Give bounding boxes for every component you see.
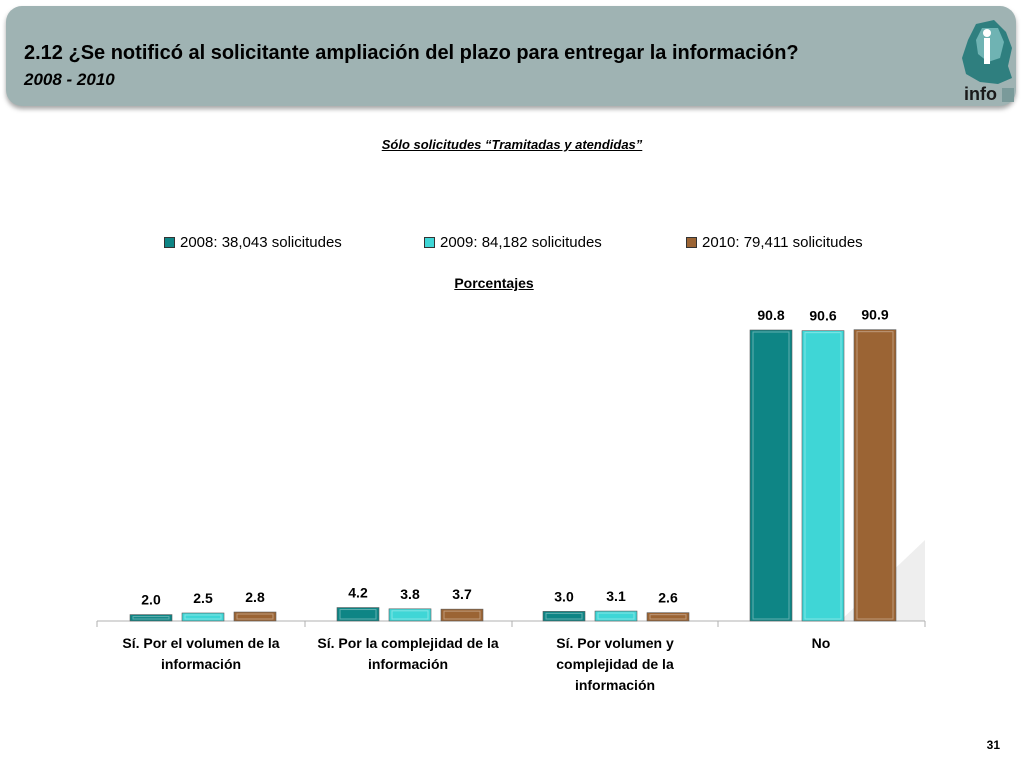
bar-bevel-s2-c0 — [236, 613, 274, 620]
bar-bevel-s0-c0 — [132, 616, 170, 620]
data-label-s2-c2: 2.6 — [658, 590, 678, 606]
data-label-s1-c3: 90.6 — [809, 308, 836, 324]
data-label-s2-c0: 2.8 — [245, 589, 265, 605]
bar-s2-c0 — [233, 611, 277, 622]
legend-label-2009: 2009: 84,182 solicitudes — [440, 234, 602, 251]
bar-s0-c1 — [336, 607, 380, 622]
logo-text: info — [964, 84, 997, 104]
bar-bevel-s0-c3 — [752, 331, 790, 620]
bar-s1-c2 — [594, 610, 638, 622]
bar-s0-c2 — [542, 611, 586, 622]
category-label-1-line-0: Sí. Por la complejidad de la — [317, 635, 498, 651]
data-label-s1-c1: 3.8 — [400, 586, 420, 602]
legend-swatch-2010 — [686, 237, 697, 248]
page-number: 31 — [986, 738, 1000, 752]
bar-s1-c3 — [801, 330, 845, 622]
data-label-s1-c0: 2.5 — [193, 590, 213, 606]
units-label: Porcentajes — [454, 275, 534, 291]
bar-bevel-s2-c3 — [856, 331, 894, 620]
data-label-s0-c1: 4.2 — [348, 585, 368, 601]
infodf-logo: info — [962, 20, 1014, 104]
category-label-2-line-0: Sí. Por volumen y — [556, 635, 674, 651]
data-label-s1-c2: 3.1 — [606, 588, 626, 604]
category-label-0-line-1: información — [161, 656, 241, 672]
category-label-1-line-1: información — [368, 656, 448, 672]
data-label-s0-c3: 90.8 — [757, 307, 784, 323]
bar-s0-c3 — [749, 329, 793, 622]
bar-bevel-s1-c0 — [184, 614, 222, 620]
data-label-s2-c3: 90.9 — [861, 307, 888, 323]
legend-item-2008: 2008: 38,043 solicitudes — [164, 234, 342, 251]
legend-label-2008: 2008: 38,043 solicitudes — [180, 234, 342, 251]
bar-bevel-s2-c2 — [649, 614, 687, 620]
legend-swatch-2008 — [164, 237, 175, 248]
legend-item-2010: 2010: 79,411 solicitudes — [686, 234, 863, 251]
bar-s2-c3 — [853, 329, 897, 622]
category-label-0-line-0: Sí. Por el volumen de la — [122, 635, 279, 651]
data-label-s2-c1: 3.7 — [452, 586, 472, 602]
bar-bevel-s2-c1 — [443, 610, 481, 620]
category-label-2-line-1: complejidad de la — [556, 656, 674, 672]
page-title: 2.12 ¿Se notificó al solicitante ampliac… — [24, 42, 799, 64]
filter-note: Sólo solicitudes “Tramitadas y atendidas… — [381, 137, 643, 152]
category-label-2-line-2: información — [575, 677, 655, 693]
page-subtitle: 2008 - 2010 — [24, 70, 115, 89]
legend-swatch-2009 — [424, 237, 435, 248]
data-label-s0-c0: 2.0 — [141, 592, 161, 608]
bar-bevel-s1-c2 — [597, 612, 635, 620]
legend-item-2009: 2009: 84,182 solicitudes — [424, 234, 602, 251]
bar-bevel-s1-c1 — [391, 610, 429, 620]
bar-s1-c1 — [388, 608, 432, 622]
bar-s1-c0 — [181, 612, 225, 622]
data-label-s0-c2: 3.0 — [554, 588, 574, 604]
bar-bevel-s0-c2 — [545, 612, 583, 620]
legend-label-2010: 2010: 79,411 solicitudes — [702, 234, 863, 251]
bar-s2-c2 — [646, 612, 690, 622]
bar-s2-c1 — [440, 608, 484, 622]
bar-bevel-s0-c1 — [339, 609, 377, 620]
header-banner: 2.12 ¿Se notificó al solicitante ampliac… — [6, 6, 1016, 106]
category-label-3-line-0: No — [812, 635, 831, 651]
bar-s0-c0 — [129, 614, 173, 622]
bar-bevel-s1-c3 — [804, 332, 842, 620]
